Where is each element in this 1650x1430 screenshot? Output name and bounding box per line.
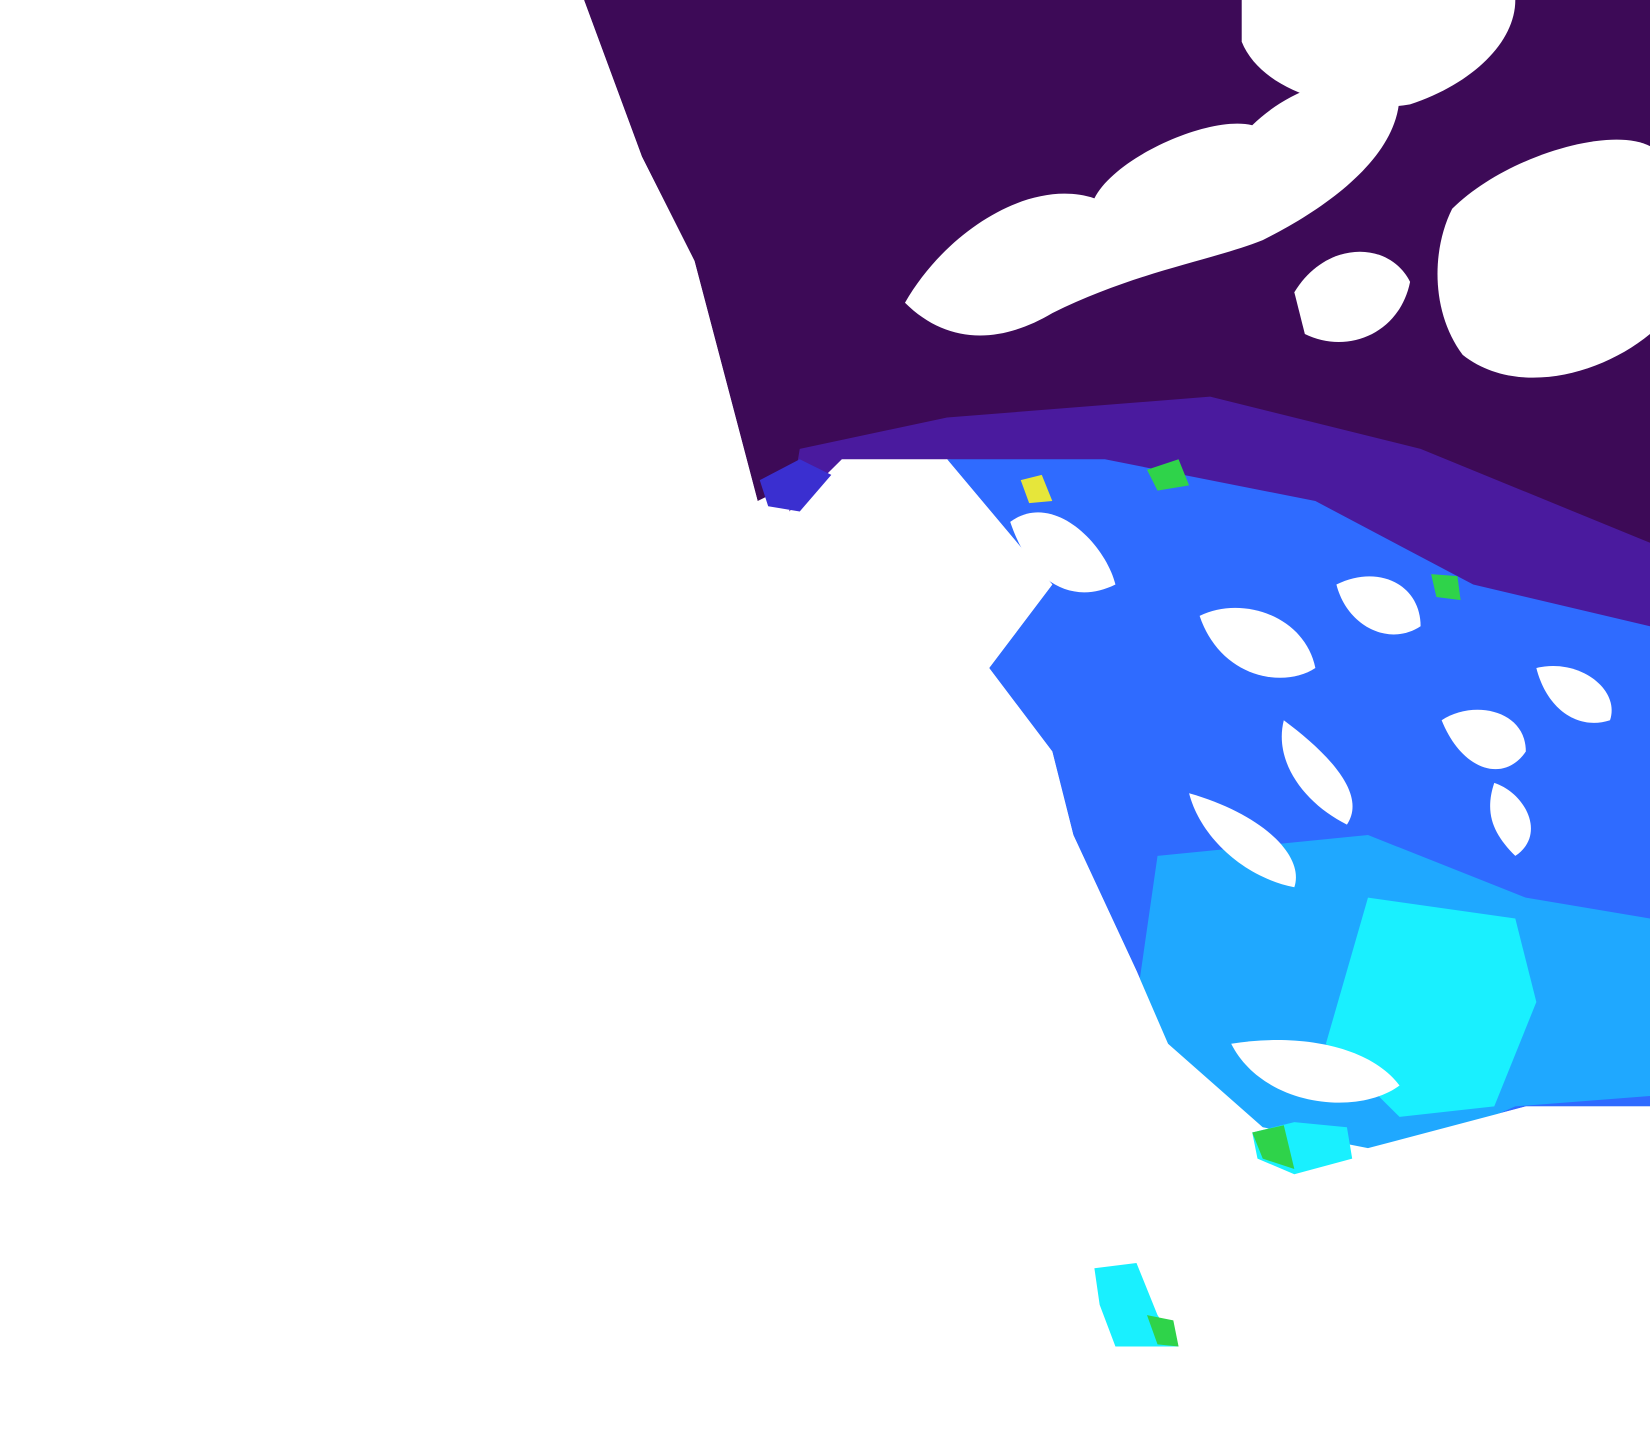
coastal-bloom-3	[1431, 574, 1461, 601]
island-patch-south-green	[1147, 1315, 1179, 1347]
coastal-bloom-1	[1147, 459, 1190, 491]
small-patch-west	[759, 459, 832, 512]
island-patch-green	[1252, 1125, 1295, 1170]
data-swath-cyan-bright	[1325, 897, 1537, 1117]
coastal-bloom-2	[1020, 474, 1053, 504]
data-swath-violet-band	[789, 396, 1650, 627]
